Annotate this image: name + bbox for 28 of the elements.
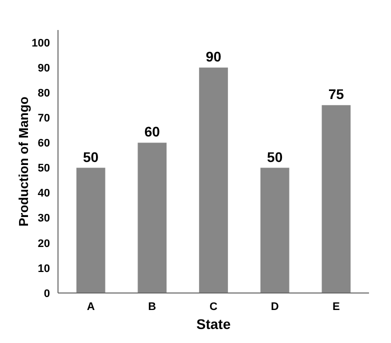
y-tick-label: 40 (38, 188, 50, 200)
y-tick-label: 10 (38, 262, 50, 275)
bar (76, 168, 106, 293)
data-label: 90 (206, 48, 222, 65)
bar (138, 142, 167, 293)
x-axis-title: State (196, 316, 231, 332)
x-tick-label: D (270, 301, 279, 313)
data-label: 50 (267, 148, 283, 165)
x-tick-label: A (86, 301, 95, 313)
y-tick-label: 80 (38, 87, 50, 100)
bar (322, 105, 351, 293)
x-tick-label: C (210, 301, 218, 313)
x-tick-label: B (148, 301, 156, 313)
data-label: 75 (328, 86, 344, 102)
bar (199, 68, 228, 293)
x-tick-label: E (332, 301, 340, 313)
y-tick-label: 0 (44, 288, 50, 300)
y-tick-label: 60 (38, 138, 50, 150)
y-tick-label: 90 (38, 62, 50, 74)
y-tick-label: 30 (38, 212, 50, 225)
y-tick-label: 50 (38, 162, 50, 175)
y-tick-label: 70 (38, 112, 50, 125)
y-axis-title: Production of Mango (16, 96, 31, 226)
bar (260, 168, 290, 293)
data-label: 60 (144, 124, 160, 140)
y-tick-label: 100 (32, 37, 50, 50)
y-tick-label: 20 (38, 238, 50, 250)
data-label: 50 (83, 148, 99, 165)
